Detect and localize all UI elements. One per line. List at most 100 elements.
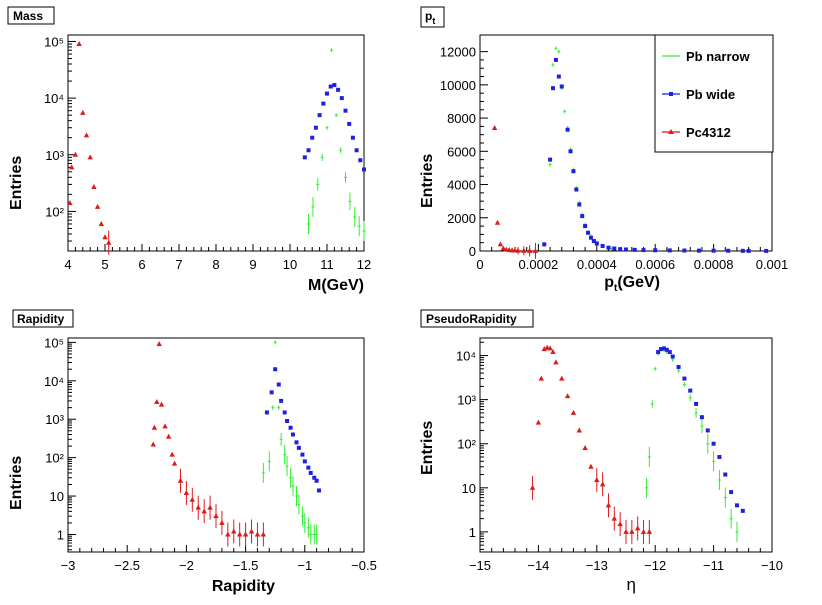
pt-x-tick-label: 0.0006 (635, 257, 675, 272)
rapidity-point-pb-wide (312, 475, 317, 480)
pseudorapidity-y-axis-title: Entries (419, 421, 436, 475)
pt-point-pb-wide (726, 248, 731, 253)
mass-point-pb-wide (325, 91, 329, 96)
pseudorapidity-point-pb-wide (661, 346, 666, 351)
pseudorapidity-point-pc4312 (570, 409, 577, 415)
pseudorapidity-point-pc4312 (588, 463, 594, 469)
pt-title-box (420, 6, 445, 28)
mass-point-pb-wide (354, 148, 359, 153)
pt-point-pb-wide (556, 74, 561, 79)
rapidity-point-pb-wide (264, 410, 269, 415)
pt-point-pb-wide (740, 248, 745, 253)
pt-x-axis-title: pt(GeV) (604, 274, 660, 294)
mass-y-tick-label: 10² (45, 204, 64, 219)
mass-x-tick-label: 9 (249, 257, 256, 272)
rapidity-point-pb-wide (314, 478, 319, 483)
rapidity-frame (67, 337, 365, 553)
mass-x-tick-label: 5 (101, 257, 108, 272)
mass-point-pb-wide (317, 113, 322, 118)
mass-x-tick-label: 4 (64, 257, 71, 272)
mass-point-pc4312 (67, 200, 73, 206)
mass-point-pb-wide (358, 158, 363, 163)
mass-x-tick-label: 12 (357, 257, 371, 272)
pt-point-pb-wide (697, 248, 701, 253)
pt-point-pb-wide (667, 248, 672, 253)
pt-point-pb-wide (583, 224, 588, 229)
pt-point-pb-wide (577, 202, 582, 207)
pt-x-tick-label: 0.0008 (694, 257, 734, 272)
mass-title-box (7, 6, 55, 25)
mass-point-pb-wide (339, 96, 344, 101)
pt-point-pc4312 (497, 241, 504, 247)
rapidity-point-pc4312 (151, 424, 158, 430)
pseudorapidity-y-ticks: 1 10 10² 10³ 10⁴ (456, 341, 488, 550)
pt-point-pb-wide (764, 248, 769, 253)
legend-entry-pb-wide: Pb wide (662, 87, 735, 102)
rapidity-point-pb-wide (279, 398, 284, 403)
pt-point-pb-wide (612, 246, 617, 251)
mass-point-pb-wide (362, 167, 366, 172)
mass-x-tick-label: 8 (212, 257, 219, 272)
pt-point-pb-wide (711, 248, 716, 253)
rapidity-point-pc4312 (158, 401, 165, 407)
pseudorapidity-y-tick-label: 10² (457, 437, 476, 452)
mass-y-tick-label: 10⁵ (44, 34, 64, 49)
pt-point-pb-wide (571, 169, 576, 174)
pseudorapidity-point-pb-wide (729, 490, 734, 495)
mass-point-pb-wide (336, 87, 341, 92)
mass-x-tick-label: 10 (283, 257, 297, 272)
rapidity-x-ticks: −3 −2.5 −2 −1.5 −1 −0.5 (61, 545, 377, 573)
pt-y-axis-title: Entries (419, 154, 436, 208)
pseudorapidity-point-pb-wide (705, 428, 710, 433)
pseudorapidity-x-tick-label: −10 (761, 558, 783, 573)
legend-label-pb-narrow: Pb narrow (686, 49, 750, 64)
pseudorapidity-point-pc4312 (535, 419, 542, 425)
pt-point-pc4312 (500, 245, 507, 251)
pseudorapidity-point-pb-wide (723, 472, 728, 477)
mass-frame (67, 34, 365, 252)
mass-point-pb-wide (332, 83, 337, 88)
pseudorapidity-x-tick-label: −15 (469, 558, 491, 573)
pseudorapidity-point-pb-wide (676, 364, 681, 369)
rapidity-point-pc4312 (162, 423, 168, 429)
pt-point-pb-wide (542, 242, 547, 247)
pseudorapidity-y-tick-label: 10⁴ (456, 349, 476, 364)
pt-point-pb-wide (591, 239, 596, 244)
mass-y-tick-label: 10⁴ (44, 91, 64, 106)
mass-point-pc4312 (94, 203, 101, 209)
pt-point-pb-wide (600, 244, 605, 249)
mass-x-axis-title: M(GeV) (308, 277, 364, 294)
pt-point-pb-wide (559, 84, 564, 89)
pt-point-pb-wide (641, 248, 646, 253)
pseudorapidity-point-pb-wide (711, 441, 716, 446)
pt-point-pb-wide (632, 247, 637, 252)
rapidity-y-tick-label: 10⁴ (44, 374, 64, 389)
pseudorapidity-point-pb-wide (694, 401, 699, 406)
mass-point-pb-wide (328, 84, 333, 89)
rapidity-point-pb-wide (276, 382, 281, 387)
pseudorapidity-x-tick-label: −14 (527, 558, 549, 573)
pseudorapidity-points (529, 344, 745, 544)
rapidity-point-pc4312 (156, 341, 162, 347)
pseudorapidity-point-pc4312 (550, 349, 556, 355)
pt-y-tick-label: 8000 (447, 111, 476, 126)
pt-pad: pt 0 0.0002 0.0004 0.0006 0.0008 0.001 0 2000 4… (419, 6, 788, 294)
pseudorapidity-point-pc4312 (559, 375, 565, 381)
rapidity-point-pb-wide (317, 488, 322, 493)
rapidity-point-pc4312 (150, 441, 156, 447)
pt-point-pb-wide (568, 149, 573, 154)
pt-y-ticks: 0 2000 4000 6000 8000 10000 12000 (440, 45, 488, 259)
pseudorapidity-point-pb-wide (656, 350, 661, 355)
pt-point-pb-wide (551, 86, 555, 91)
pt-y-tick-label: 2000 (447, 211, 476, 226)
mass-x-tick-label: 6 (138, 257, 145, 272)
rapidity-point-pc4312 (165, 433, 172, 439)
rapidity-point-pb-wide (285, 418, 290, 423)
mass-y-ticks: 10² 10³ 10⁴ 10⁵ (44, 34, 76, 252)
legend-label-pc4312: Pc4312 (686, 125, 731, 140)
pt-y-tick-label: 0 (469, 244, 476, 259)
pseudorapidity-point-pc4312 (538, 375, 545, 381)
mass-x-ticks: 4 5 6 7 8 9 10 11 12 (64, 244, 371, 272)
rapidity-points (150, 340, 322, 547)
mass-point-pb-wide (347, 121, 352, 126)
